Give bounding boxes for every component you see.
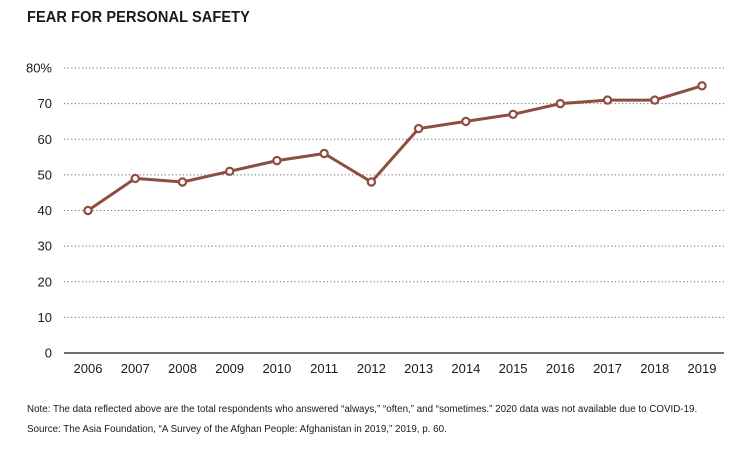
x-tick-label-2019: 2019 <box>688 361 717 376</box>
x-tick-label-2015: 2015 <box>499 361 528 376</box>
y-axis-tick-labels: 0 10 20 30 40 50 60 70 80% <box>26 61 52 361</box>
x-tick-label-2016: 2016 <box>546 361 575 376</box>
x-tick-label-2018: 2018 <box>640 361 669 376</box>
series-line-0 <box>86 84 704 212</box>
chart-notes: Note: The data reflected above are the t… <box>27 404 727 445</box>
x-axis-tick-labels: 2006 2007 2008 2009 2010 2011 2012 2013 2014 2015… <box>74 361 717 376</box>
y-tick-label-60: 60 <box>38 132 52 147</box>
data-point-2014 <box>461 116 471 127</box>
data-point-2017 <box>602 95 613 105</box>
x-tick-label-2007: 2007 <box>121 361 150 376</box>
data-point-2013 <box>413 123 424 134</box>
gridlines <box>64 67 724 354</box>
x-tick-label-2014: 2014 <box>451 361 480 376</box>
y-tick-label-40: 40 <box>38 203 52 218</box>
data-point-2019 <box>697 81 707 91</box>
y-tick-label-30: 30 <box>38 239 52 254</box>
data-points <box>83 81 707 216</box>
data-point-2009 <box>224 166 235 177</box>
note-text: Note: The data reflected above are the t… <box>27 404 698 415</box>
y-tick-label-10: 10 <box>38 310 52 325</box>
x-tick-label-2006: 2006 <box>74 361 103 376</box>
x-tick-label-2011: 2011 <box>310 361 338 376</box>
data-point-2016 <box>555 98 566 109</box>
x-tick-label-2012: 2012 <box>357 361 386 376</box>
x-tick-label-2017: 2017 <box>593 361 622 376</box>
data-point-2008 <box>177 177 188 187</box>
chart-title: FEAR FOR PERSONAL SAFETY <box>27 9 250 26</box>
data-point-2006 <box>83 205 93 216</box>
data-series <box>86 84 704 212</box>
y-tick-label-20: 20 <box>38 274 52 289</box>
y-tick-label-80: 80% <box>26 61 52 76</box>
source-text: Source: The Asia Foundation, “A Survey o… <box>27 424 447 436</box>
data-point-2012 <box>366 177 377 187</box>
y-tick-label-50: 50 <box>38 167 52 182</box>
y-tick-label-70: 70 <box>38 96 52 111</box>
data-point-2018 <box>650 95 660 105</box>
data-point-2011 <box>319 148 329 159</box>
x-tick-label-2008: 2008 <box>168 361 197 376</box>
x-tick-label-2009: 2009 <box>215 361 244 376</box>
x-tick-label-2013: 2013 <box>404 361 433 376</box>
x-tick-label-2010: 2010 <box>262 361 291 376</box>
data-point-2015 <box>508 109 518 120</box>
y-tick-label-0: 0 <box>45 346 52 361</box>
data-point-2010 <box>272 155 282 166</box>
data-point-2007 <box>130 173 140 184</box>
